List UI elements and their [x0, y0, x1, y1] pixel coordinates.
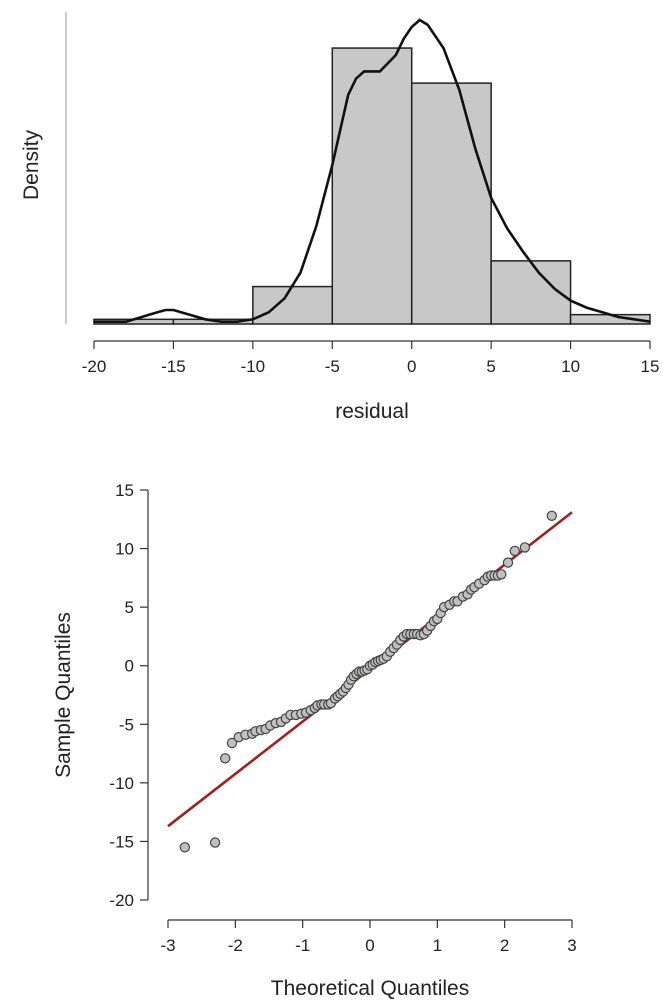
qq-point [209, 837, 221, 848]
qq-y-tick-label: -20 [109, 891, 134, 910]
histogram-y-axis-title: Density [20, 129, 43, 200]
histogram-x-tick-label: -10 [241, 357, 266, 376]
qq-x-axis-title: Theoretical Quantiles [271, 977, 469, 1000]
qq-y-tick-label: -10 [109, 774, 134, 793]
qq-y-tick-label: 10 [115, 540, 134, 559]
histogram-chart: -20 -15 -10 -5 0 5 10 15 residual Density [20, 12, 659, 423]
density-curve [94, 18, 651, 323]
qq-point [509, 545, 520, 557]
qq-point [502, 557, 514, 568]
histogram-x-tick-label: -15 [161, 357, 186, 376]
qq-points [179, 510, 558, 853]
qq-x-tick-label: 1 [433, 936, 442, 955]
qq-point [519, 542, 531, 553]
qq-y-ticks: 15 10 5 0 -5 -10 -15 -20 [109, 481, 148, 910]
qq-y-axis-title: Sample Quantiles [52, 612, 75, 778]
histogram-bar [252, 285, 334, 325]
histogram-x-ticks: -20 -15 -10 -5 0 5 10 15 [82, 341, 660, 376]
qq-x-tick-label: 3 [567, 936, 576, 955]
histogram-bar [331, 47, 413, 325]
qq-y-tick-label: 0 [125, 657, 134, 676]
histogram-x-tick-label: -20 [82, 357, 107, 376]
histogram-bars [93, 47, 651, 325]
qq-y-tick-label: 15 [115, 481, 134, 500]
histogram-x-tick-label: 15 [641, 357, 660, 376]
histogram-x-tick-label: -5 [325, 357, 340, 376]
histogram-x-axis-title: residual [335, 400, 409, 423]
histogram-x-tick-label: 5 [486, 357, 495, 376]
histogram-x-tick-label: 10 [561, 357, 580, 376]
qq-x-tick-label: -3 [160, 936, 175, 955]
qq-point [546, 510, 558, 521]
qq-point [219, 753, 231, 764]
qq-x-tick-label: 2 [500, 936, 509, 955]
qq-y-tick-label: 5 [125, 598, 134, 617]
qq-point [179, 842, 190, 853]
qq-point [226, 737, 238, 749]
qq-x-tick-label: 0 [365, 936, 374, 955]
qq-x-ticks: -3 -2 -1 0 1 2 3 [160, 920, 577, 955]
qq-y-tick-label: -5 [119, 715, 134, 734]
histogram-x-tick-label: 0 [407, 357, 416, 376]
qq-y-tick-label: -15 [109, 832, 134, 851]
histogram-bar [410, 82, 492, 325]
qq-x-tick-label: -1 [295, 936, 310, 955]
qq-point [496, 569, 507, 580]
qq-x-tick-label: -2 [228, 936, 243, 955]
